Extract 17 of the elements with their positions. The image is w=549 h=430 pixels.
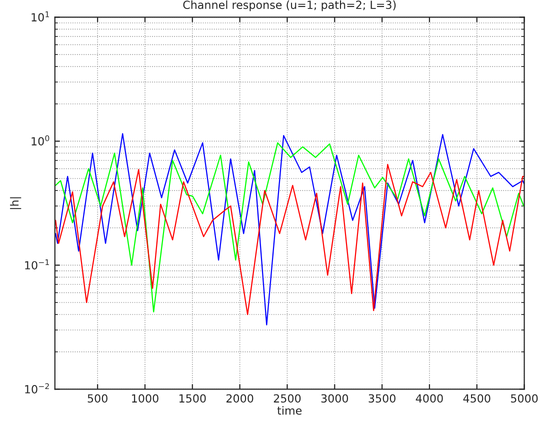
- x-tick-label: 4000: [416, 394, 443, 403]
- y-tick-label: 10$^{0}$: [32, 135, 50, 146]
- x-tick-label: 2000: [226, 394, 254, 403]
- x-tick-label: 1500: [179, 394, 206, 403]
- x-tick-label: 2500: [274, 394, 301, 403]
- x-tick-label: 3000: [321, 394, 348, 403]
- x-tick-label: 5000: [511, 394, 538, 403]
- y-axis-title: |h|: [10, 197, 22, 210]
- x-tick-label: 1000: [132, 394, 158, 403]
- x-tick-label: 4500: [463, 394, 490, 403]
- chart-title: Channel response (u=1; path=2; L=3): [183, 0, 396, 12]
- y-tick-label: 10$^{1}$: [32, 11, 49, 22]
- y-tick-label: 10$^{−2}$: [25, 383, 49, 394]
- x-tick-label: 500: [88, 394, 108, 403]
- x-axis-title: time: [277, 406, 302, 415]
- x-tick-label: 3500: [368, 394, 396, 403]
- y-tick-label: 10$^{−1}$: [25, 259, 49, 270]
